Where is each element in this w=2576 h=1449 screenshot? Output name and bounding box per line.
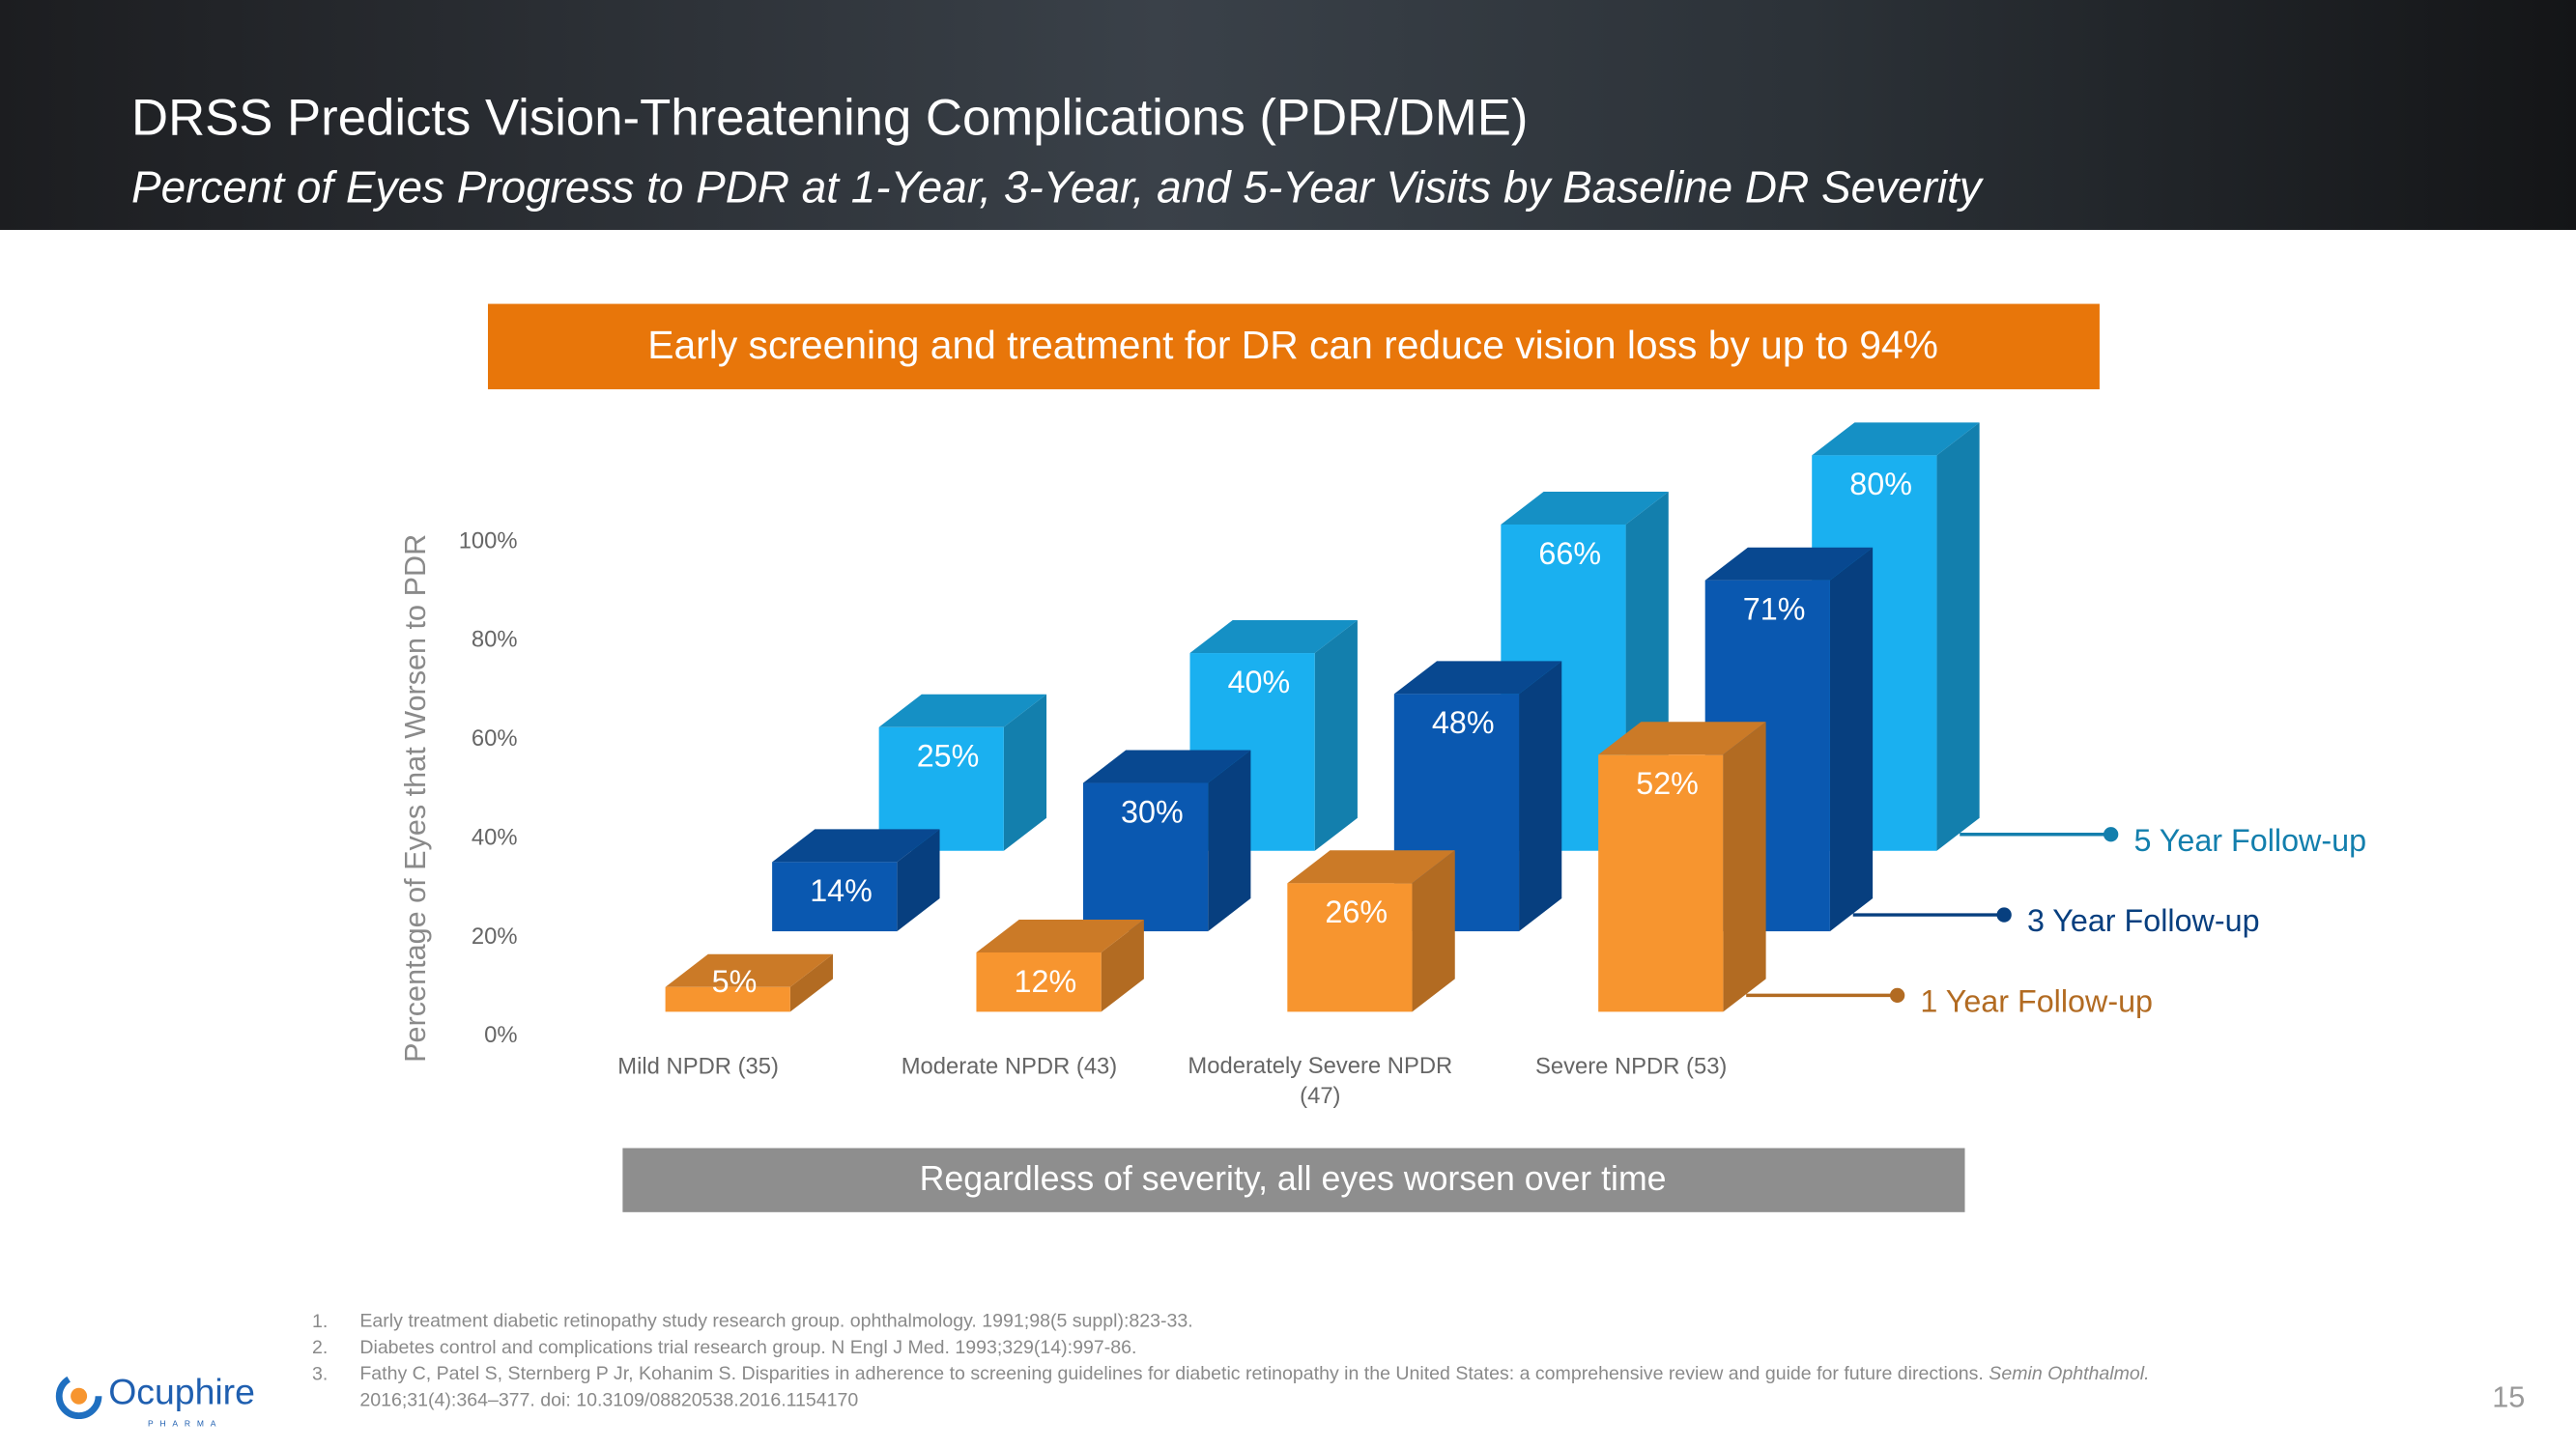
bottom-banner-box [622, 1148, 1965, 1212]
bar-front [1082, 782, 1209, 932]
bar-top [1598, 722, 1766, 755]
top-banner: Early screening and treatment for DR can… [647, 323, 1938, 367]
bar-top [1189, 620, 1358, 654]
footnote-number: 3. [312, 1363, 328, 1384]
bottom-banner: Regardless of severity, all eyes worsen … [920, 1159, 1667, 1198]
footnote-number: 1. [312, 1311, 328, 1332]
chart: 0% 20% 40% 60% 80% 100% Mild NPDR (35) Moderate… [459, 422, 2366, 1109]
legend-dot [1996, 907, 2012, 923]
x-tick-label: Moderately Severe NPDR (47) [1188, 1053, 1452, 1109]
bar-top [1501, 491, 1669, 525]
bar [1287, 850, 1455, 1012]
value-label: 40% [1228, 665, 1291, 699]
bar-side [789, 953, 834, 1012]
bar-top [1812, 422, 1980, 456]
bar [1598, 722, 1766, 1012]
value-label: 12% [1015, 964, 1077, 999]
value-label: 80% [1849, 467, 1912, 501]
legend-label: 3 Year Follow-up [2027, 903, 2260, 938]
value-label: 48% [1432, 705, 1495, 740]
bar-side [1314, 620, 1358, 851]
bar-top [1082, 750, 1251, 783]
bar-side [1723, 722, 1766, 1012]
footnote-text: Fathy C, Patel S, Sternberg P Jr, Kohani… [359, 1363, 2149, 1384]
subtitle: Percent of Eyes Progress to PDR at 1-Yea… [131, 161, 1985, 212]
bar-top [1287, 850, 1455, 884]
page-number: 15 [2492, 1381, 2525, 1414]
value-label: 5% [712, 964, 758, 999]
bar-side [1936, 422, 1980, 851]
legend-label: 1 Year Follow-up [1920, 983, 2153, 1018]
bar-front [772, 862, 898, 932]
bar-side [1412, 850, 1455, 1012]
bar [772, 829, 940, 932]
x-tick-label: Mild NPDR (35) [617, 1053, 779, 1079]
bar-top [1393, 661, 1562, 695]
title: DRSS Predicts Vision-Threatening Complic… [131, 90, 1528, 147]
logo-tagline: PHARMA [148, 1418, 222, 1428]
value-label: 52% [1636, 766, 1699, 801]
legend-label: 5 Year Follow-up [2133, 823, 2366, 858]
legend-dot [2104, 827, 2119, 842]
bar-side [1208, 750, 1251, 932]
bar-front [665, 986, 790, 1012]
footnote-text: Diabetes control and complications trial… [359, 1337, 1136, 1358]
logo-dot [71, 1387, 88, 1405]
bar-side [1519, 661, 1562, 932]
bar-top [665, 953, 834, 987]
value-label: 26% [1325, 895, 1388, 929]
bar-side [1003, 694, 1047, 851]
bar-front [1287, 883, 1413, 1012]
x-tick-label: Severe NPDR (53) [1535, 1053, 1727, 1079]
y-tick-label: 60% [472, 725, 518, 752]
footnote-journal: Semin Ophthalmol. [1989, 1363, 2149, 1384]
bar [665, 953, 834, 1012]
y-tick-label: 20% [472, 923, 518, 950]
header-background [0, 0, 2576, 231]
footnote-continuation: 2016;31(4):364–377. doi: 10.3109/0882053… [359, 1390, 858, 1411]
footnote-text: Early treatment diabetic retinopathy stu… [359, 1311, 1192, 1332]
bar-top [976, 919, 1144, 952]
logo-icon [55, 1373, 102, 1420]
logo: Ocuphire PHARMA [55, 1371, 255, 1428]
x-tick-label: Moderate NPDR (43) [902, 1053, 1118, 1079]
value-label: 25% [917, 739, 980, 774]
y-tick-label: 100% [459, 527, 518, 554]
footnotes: 1. Early treatment diabetic retinopathy s… [312, 1311, 2149, 1411]
legend-dot [1889, 987, 1905, 1004]
y-tick-label: 80% [472, 627, 518, 653]
footnote-number: 2. [312, 1337, 328, 1358]
bar-top [772, 829, 940, 863]
logo-name: Ocuphire [108, 1371, 255, 1411]
bar [1082, 750, 1251, 932]
bar-side [897, 829, 940, 932]
value-label: 30% [1121, 794, 1184, 829]
footnote-text: Early treatment diabetic retinopathy stu… [359, 1311, 1192, 1332]
value-label: 66% [1538, 536, 1601, 571]
footnote-text: Diabetes control and complications trial… [359, 1337, 1136, 1358]
bar-side [1829, 547, 1874, 932]
bar-front [976, 952, 1102, 1012]
value-label: 14% [810, 873, 873, 908]
y-tick-label: 0% [484, 1022, 517, 1048]
bar-top [1704, 547, 1874, 581]
y-axis-label: Percentage of Eyes that Worsen to PDR [399, 534, 432, 1063]
bar [976, 919, 1144, 1012]
bar-side [1101, 919, 1144, 1012]
footnote-text: Fathy C, Patel S, Sternberg P Jr, Kohani… [359, 1363, 1983, 1384]
top-banner-box [487, 303, 2100, 389]
bar-top [878, 694, 1047, 727]
bar-front [1598, 754, 1724, 1012]
value-label: 71% [1743, 592, 1806, 627]
bar [1189, 620, 1358, 851]
y-tick-label: 40% [472, 824, 518, 850]
